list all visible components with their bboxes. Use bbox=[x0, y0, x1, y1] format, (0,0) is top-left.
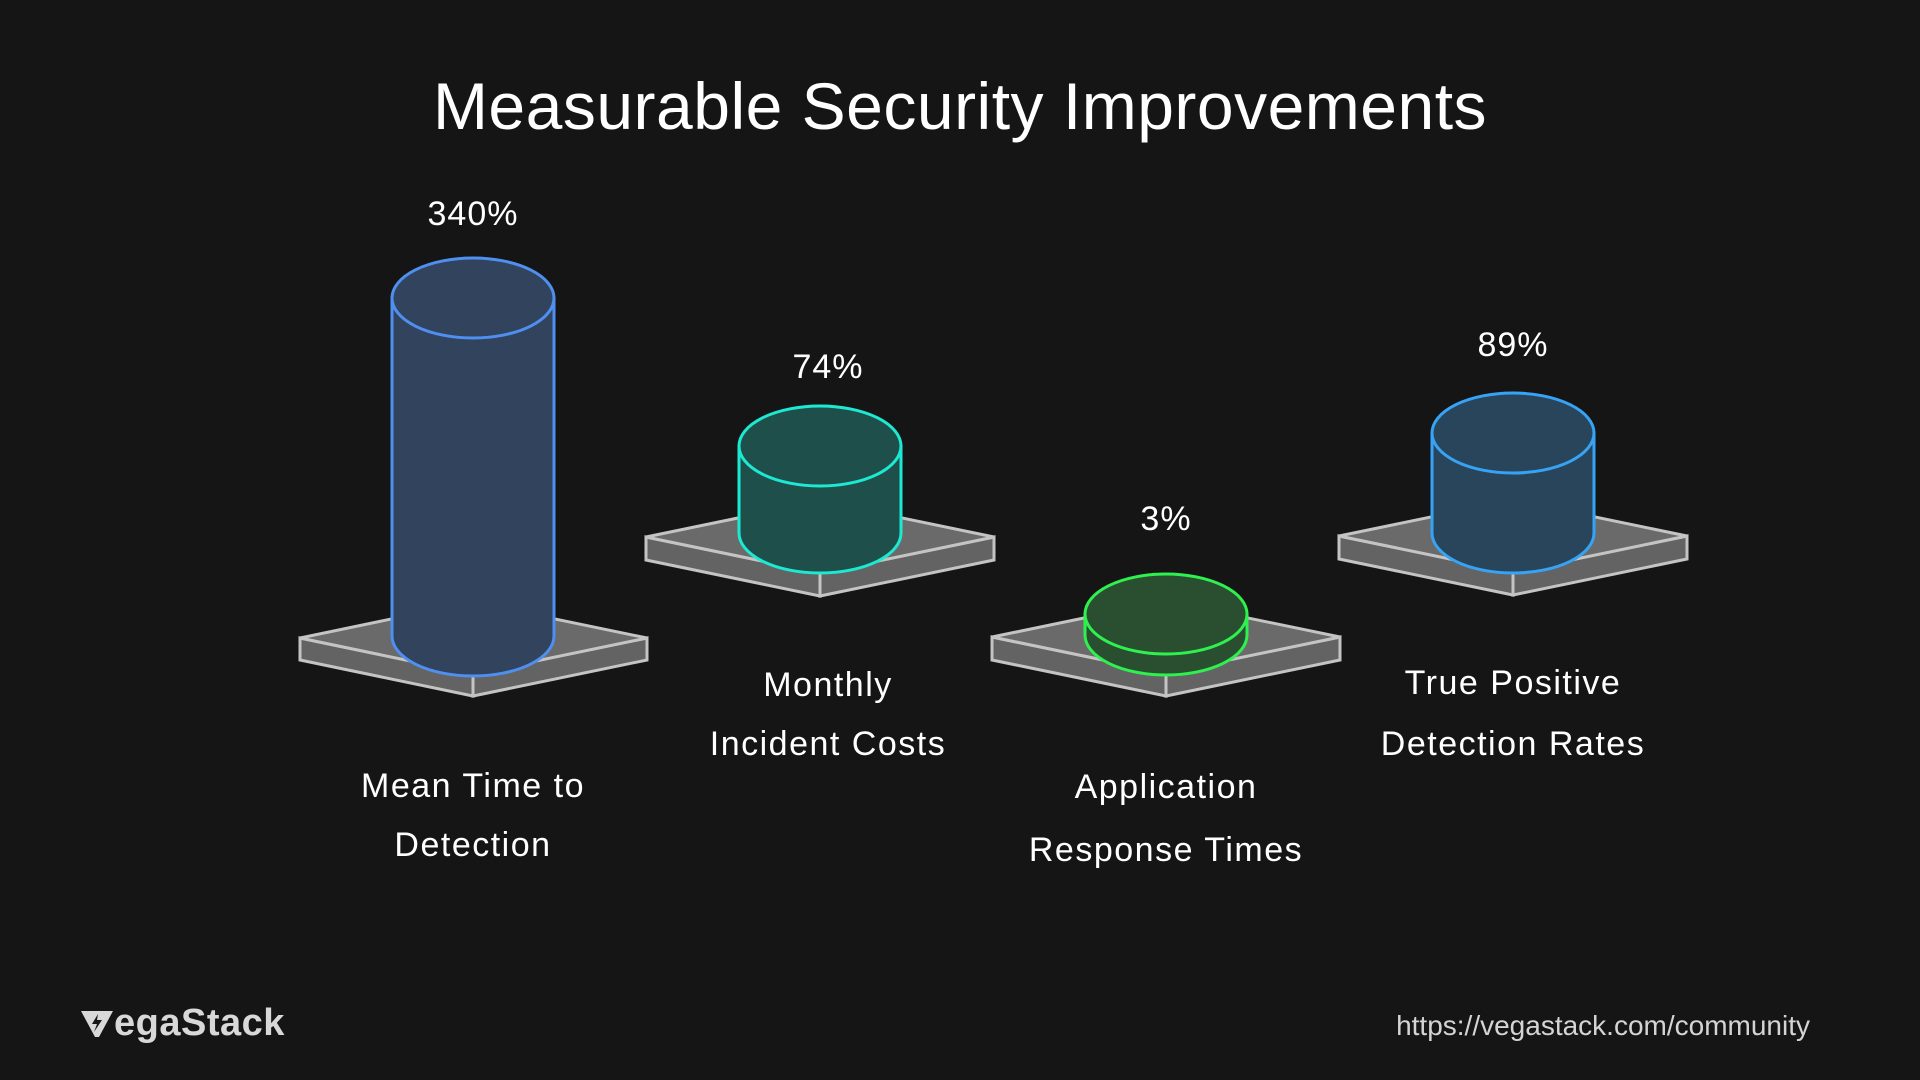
category-label: True Positive bbox=[1405, 664, 1622, 702]
category-label: Detection bbox=[394, 826, 551, 864]
base-plate bbox=[990, 599, 1342, 698]
cylinder bbox=[1083, 572, 1249, 677]
bar-mean-time-to-detection: 340% Mean Time to Detection bbox=[298, 195, 649, 864]
value-label: 89% bbox=[1477, 326, 1548, 364]
value-label: 340% bbox=[428, 195, 519, 233]
value-label: 3% bbox=[1140, 500, 1191, 538]
cylinder bbox=[1430, 391, 1596, 575]
cylinder bbox=[390, 256, 556, 678]
category-label: Response Times bbox=[1029, 831, 1303, 869]
v-bolt-icon bbox=[81, 1010, 113, 1037]
community-url: https://vegastack.com/community bbox=[1396, 1010, 1810, 1041]
brand-name: egaStack bbox=[114, 1002, 285, 1044]
category-label: Monthly bbox=[763, 666, 893, 704]
category-label: Application bbox=[1075, 768, 1258, 806]
category-label: Mean Time to bbox=[361, 767, 585, 805]
vegastack-logo: egaStack bbox=[80, 1002, 285, 1045]
category-label: Detection Rates bbox=[1381, 725, 1645, 763]
bar-application-response-times: 3% Application Response Times bbox=[990, 500, 1342, 869]
value-label: 74% bbox=[792, 348, 863, 386]
bar-monthly-incident-costs: 74% Monthly Incident Costs bbox=[644, 348, 996, 763]
cylinder bbox=[737, 404, 903, 575]
category-label: Incident Costs bbox=[710, 725, 946, 763]
bar-true-positive-detection-rates: 89% True Positive Detection Rates bbox=[1337, 326, 1689, 763]
chart-title: Measurable Security Improvements bbox=[432, 69, 1488, 143]
